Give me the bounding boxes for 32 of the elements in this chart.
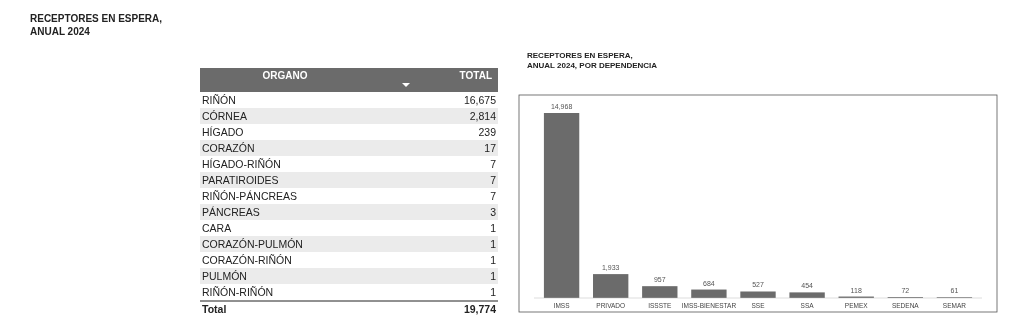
text: RECEPTORES EN ESPERA, ANUAL 2024 — [30, 13, 163, 37]
category-label: PARATIROIDES — [202, 174, 279, 186]
category-label: CORAZÓN — [202, 142, 255, 154]
text: TOTAL — [459, 70, 492, 81]
data-label: 17 — [484, 142, 497, 154]
data-label: 1 — [490, 238, 497, 250]
chart-title: RECEPTORES EN ESPERA, ANUAL 2024, POR DEPENDENCIA — [527, 51, 658, 71]
category-label: CARA — [202, 222, 232, 234]
data-label: 1 — [490, 270, 497, 282]
text: Total — [202, 303, 227, 315]
data-label: 7 — [490, 158, 497, 170]
category-label: RIÑÓN-RIÑÓN — [202, 286, 274, 298]
text: ORGANO — [262, 70, 308, 81]
text: 19,774 — [463, 303, 497, 315]
category-label: HÍGADO — [202, 126, 244, 138]
data-label: 1 — [490, 254, 497, 266]
data-label: 16,675 — [463, 94, 497, 106]
data-label: 7 — [490, 190, 497, 202]
category-label: PÁNCREAS — [202, 206, 260, 218]
data-label: 1 — [490, 222, 497, 234]
data-label: 1 — [490, 286, 497, 298]
category-label: PULMÓN — [202, 270, 247, 282]
data-label: 239 — [478, 126, 497, 138]
category-label: RIÑÓN-PÁNCREAS — [202, 190, 298, 202]
category-label: CORAZÓN-RIÑÓN — [202, 254, 292, 266]
data-label: 7 — [490, 174, 497, 186]
category-label: HÍGADO-RIÑÓN — [202, 158, 281, 170]
category-label: CORAZÓN-PULMÓN — [202, 238, 303, 250]
data-label: 2,814 — [469, 110, 497, 122]
category-label: RIÑÓN — [202, 94, 236, 106]
data-label: 3 — [490, 206, 497, 218]
category-label: CÓRNEA — [202, 110, 247, 122]
